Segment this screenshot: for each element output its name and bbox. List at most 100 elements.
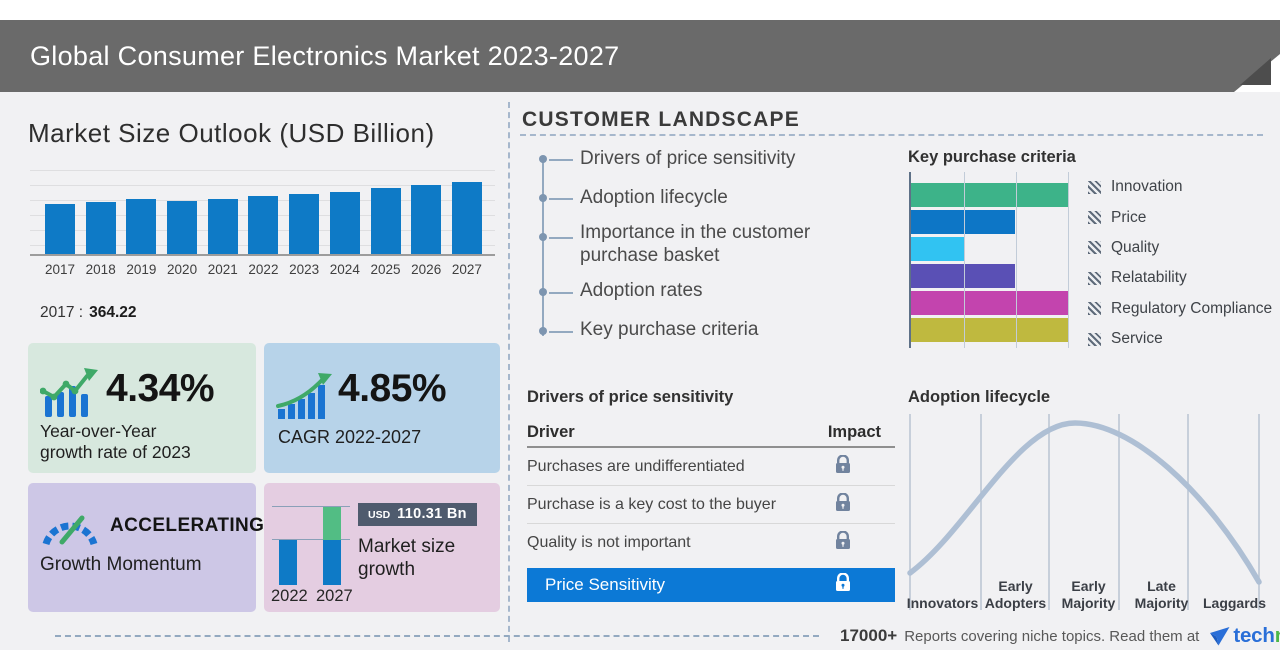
report-count: 17000+ [840, 626, 898, 645]
momentum-value: ACCELERATING [110, 515, 265, 536]
kp-bar-regulatory-compliance [911, 291, 1069, 315]
price-sensitivity-row: Price Sensitivity [527, 568, 895, 602]
mini-bar-2022 [279, 540, 297, 585]
key-purchase-legend: Innovation Price Quality Relatability Regula… [1088, 172, 1272, 354]
drivers-title: Drivers of price sensitivity [527, 388, 734, 406]
legend-hatch-icon [1088, 302, 1101, 316]
year-label: 2018 [85, 262, 116, 277]
market-size-bar-column: 2027 [451, 181, 482, 277]
mini-year-start: 2022 [271, 587, 308, 605]
legend-label: Service [1111, 330, 1163, 348]
market-size-bar-column: 2024 [329, 191, 360, 277]
content-area: Market Size Outlook (USD Billion) 2017 20… [0, 92, 1280, 650]
mini-year-end: 2027 [316, 587, 353, 605]
table-row: Purchases are undifferentiated [527, 448, 895, 486]
legend-item: Price [1088, 202, 1272, 232]
stage-label: Early Majority [1061, 577, 1116, 611]
legend-label: Regulatory Compliance [1111, 299, 1273, 317]
bell-curve [907, 420, 1262, 585]
year-label: 2021 [207, 262, 238, 277]
year-label: 2027 [451, 262, 482, 277]
legend-label: Quality [1111, 238, 1160, 256]
market-growth-card: 2022 2027 USD 110.31 Bn Market size grow… [264, 483, 500, 612]
year-label: 2019 [126, 262, 157, 277]
lock-icon [836, 453, 850, 473]
footer-text: Reports covering niche topics. Read them… [904, 627, 1200, 645]
vertical-divider [508, 102, 510, 642]
kp-bar-quality [911, 237, 965, 261]
list-spine [542, 159, 544, 336]
stage-label: Laggards [1202, 594, 1266, 611]
brand-tech: tech [1233, 624, 1275, 647]
legend-label: Innovation [1111, 178, 1183, 196]
bar-2022 [248, 196, 279, 254]
bar-2026 [411, 185, 442, 254]
customer-landscape-list: Drivers of price sensitivity Adoption lif… [522, 144, 892, 355]
market-size-bar-column: 2025 [370, 188, 401, 277]
mini-gridline-top [272, 506, 350, 507]
legend-hatch-icon [1088, 211, 1101, 225]
yoy-growth-card: 4.34% Year-over-Year growth rate of 2023 [28, 343, 256, 473]
market-size-bar-column: 2017 [45, 204, 75, 277]
brand-navio: navio [1275, 624, 1280, 648]
kp-bar-relatability [911, 264, 1016, 288]
bar-2027 [451, 181, 482, 254]
adoption-lifecycle-chart [907, 414, 1262, 610]
bar-2025 [370, 188, 401, 254]
market-size-bar-column: 2018 [86, 202, 116, 277]
mini-gridline-mid [272, 539, 350, 540]
technavio-arrow-icon [1210, 626, 1230, 645]
year-label: 2020 [167, 262, 198, 277]
landscape-item: Adoption lifecycle [522, 183, 852, 213]
key-purchase-chart [909, 172, 1069, 348]
impact-cell [835, 491, 851, 517]
legend-item: Quality [1088, 233, 1272, 263]
bar-trend-icon [40, 368, 98, 417]
bar-2024 [329, 191, 360, 254]
drivers-table-header: Driver Impact [527, 418, 895, 448]
corner-fold-icon [1240, 58, 1271, 85]
year-label: 2022 [248, 262, 279, 277]
legend-hatch-icon [1088, 241, 1101, 255]
header-bar: Global Consumer Electronics Market 2023-… [0, 20, 1280, 92]
lock-icon [835, 572, 851, 597]
technavio-logo[interactable]: tech navio ™ [1209, 624, 1280, 648]
landscape-item: Importance in the customer purchase bask… [522, 222, 852, 268]
legend-hatch-icon [1088, 332, 1101, 346]
market-size-bar-column: 2019 [126, 199, 157, 277]
base-year-value: 2017 : 364.22 [40, 304, 137, 322]
landscape-item: Adoption rates [522, 277, 852, 307]
yoy-caption: Year-over-Year growth rate of 2023 [40, 421, 191, 463]
footer: 17000+ Reports covering niche topics. Re… [840, 624, 1280, 648]
driver-label: Purchases are undifferentiated [527, 457, 745, 475]
market-size-bar-column: 2023 [289, 194, 320, 277]
year-label: 2024 [329, 262, 360, 277]
cagr-card: 4.85% CAGR 2022-2027 [264, 343, 500, 473]
kp-bar-innovation [911, 183, 1069, 207]
impact-cell [835, 453, 851, 479]
bar-2019 [126, 199, 157, 254]
customer-landscape-title: CUSTOMER LANDSCAPE [522, 108, 800, 131]
impact-cell [835, 530, 851, 555]
bar-2020 [167, 201, 198, 254]
column-driver: Driver [527, 422, 575, 441]
column-impact: Impact [827, 422, 881, 441]
market-size-bars: 2017 2018 2019 2020 2021 2022 2023 2024 2025 2026… [45, 170, 482, 277]
year-label: 2026 [411, 262, 442, 277]
stage-label: Late Majority [1134, 577, 1189, 611]
mini-bar-2027-increment [323, 507, 341, 540]
gridline [963, 172, 965, 348]
gridline [1068, 172, 1069, 348]
lock-icon [836, 530, 850, 549]
kp-bar-price [911, 210, 1016, 234]
bar-2023 [289, 194, 320, 254]
landscape-item: Key purchase criteria [522, 316, 852, 346]
table-row: Purchase is a key cost to the buyer [527, 486, 895, 524]
market-size-chart: 2017 2018 2019 2020 2021 2022 2023 2024 2025 2026… [30, 170, 495, 277]
adoption-title: Adoption lifecycle [908, 388, 1051, 406]
gridline [1016, 172, 1018, 348]
growth-arrow-icon [276, 373, 332, 419]
cagr-caption: CAGR 2022-2027 [278, 427, 422, 447]
price-sensitivity-label: Price Sensitivity [545, 575, 665, 594]
legend-item: Innovation [1088, 172, 1272, 202]
